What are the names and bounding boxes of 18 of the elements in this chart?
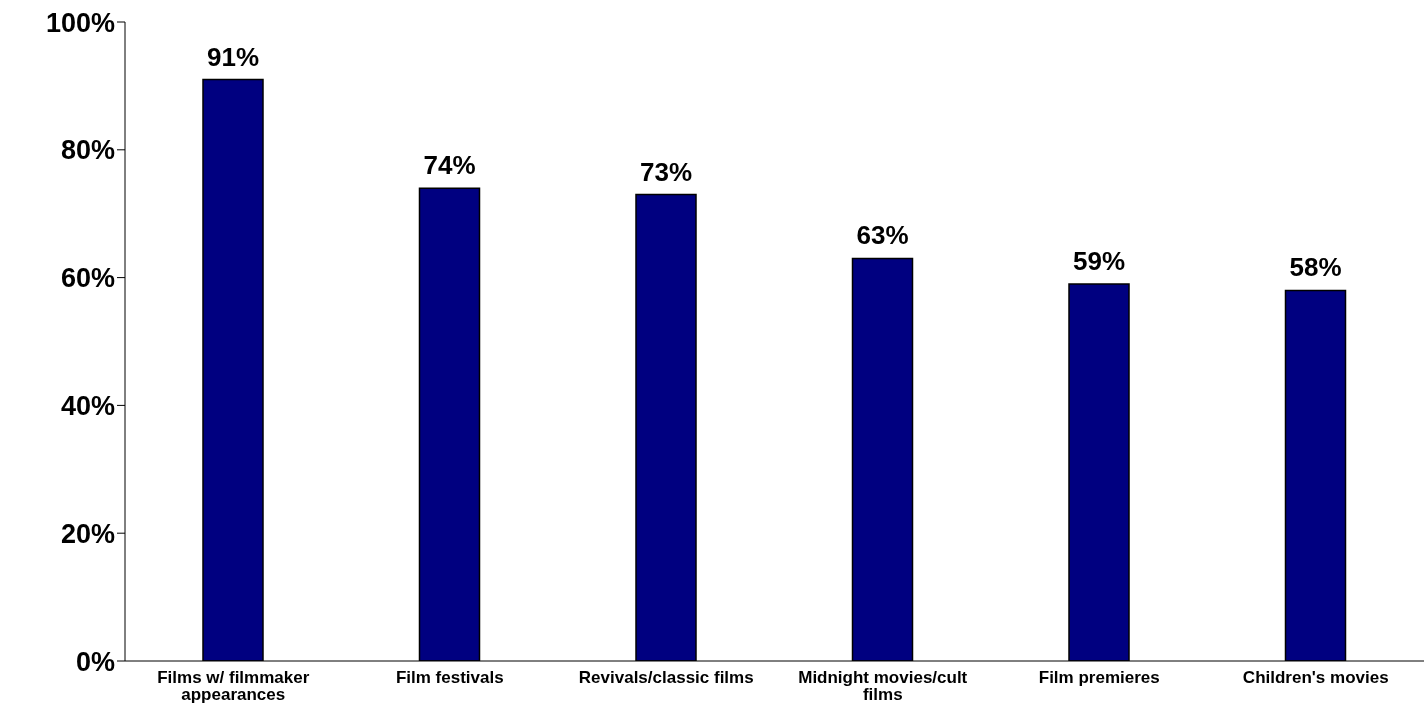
data-label: 91% bbox=[206, 41, 260, 72]
y-tick-label: 40% bbox=[60, 390, 115, 421]
y-tick-label: 100% bbox=[45, 7, 115, 38]
data-label: 73% bbox=[639, 156, 693, 187]
x-tick-label: Film festivals bbox=[395, 668, 504, 688]
x-tick-label: Revivals/classic films bbox=[578, 668, 754, 688]
x-tick-label: Midnight movies/cult films bbox=[798, 668, 968, 705]
data-label: 59% bbox=[1072, 245, 1126, 276]
data-label: 58% bbox=[1289, 252, 1342, 283]
x-tick-label: Films w/ filmmaker appearances bbox=[157, 668, 310, 705]
x-tick-label: Film premieres bbox=[1038, 668, 1160, 688]
x-tick-label: Children's movies bbox=[1242, 668, 1389, 688]
y-tick-label: 20% bbox=[60, 518, 115, 549]
data-label: 74% bbox=[423, 150, 476, 181]
y-tick-label: 80% bbox=[60, 135, 115, 166]
y-tick-label: 60% bbox=[60, 263, 115, 294]
data-label: 63% bbox=[856, 220, 909, 251]
y-tick-label: 0% bbox=[75, 646, 115, 677]
